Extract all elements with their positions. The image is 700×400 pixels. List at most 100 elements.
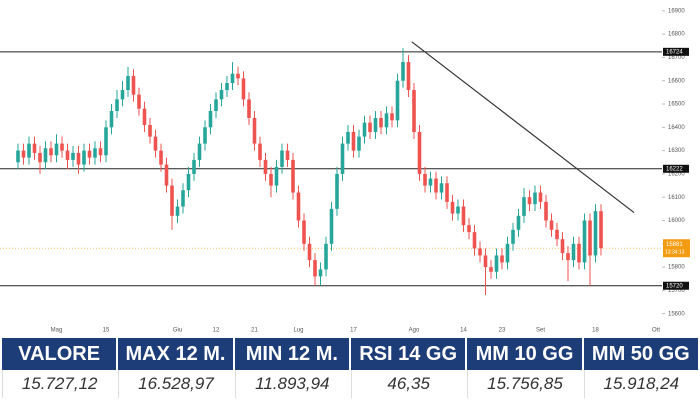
candle-body <box>472 232 477 249</box>
header-row: VALORE MAX 12 M. MIN 12 M. RSI 14 GG MM 10 G… <box>2 338 698 370</box>
candle-body <box>373 117 378 132</box>
candle-body <box>313 260 317 277</box>
candle-body <box>588 220 592 256</box>
y-tick-label: 16500 <box>668 102 685 108</box>
candle-body <box>175 206 180 216</box>
x-tick-label: Ott <box>652 328 660 334</box>
candle-body <box>423 173 427 186</box>
candle-body <box>208 111 213 128</box>
candle-body <box>555 229 559 240</box>
candle-body <box>357 136 361 151</box>
x-tick-label: 12 <box>213 328 220 334</box>
candle-body <box>417 131 422 174</box>
candle-body <box>258 143 262 160</box>
candle-body <box>252 117 257 144</box>
candle-body <box>428 178 433 186</box>
candle-body <box>302 220 306 244</box>
candle-body <box>153 136 158 151</box>
candle-body <box>505 243 510 263</box>
x-tick-label: Set <box>536 328 545 334</box>
candle-body <box>351 131 356 151</box>
y-tick-label: 15700 <box>668 288 685 294</box>
x-tick-label: 21 <box>251 328 258 334</box>
candle-body <box>241 78 246 100</box>
last-price-box <box>663 239 690 258</box>
value-cell: 15.727,12 <box>2 370 116 398</box>
level-label-box <box>663 47 689 56</box>
x-tick-label: 23 <box>499 328 506 334</box>
y-tick-label: 16200 <box>668 171 685 177</box>
candle-body <box>346 131 350 144</box>
candle-body <box>324 243 328 270</box>
candle-body <box>71 152 75 160</box>
y-tick-label: 16000 <box>668 218 685 224</box>
candle-body <box>170 185 174 216</box>
level-label-box <box>663 164 689 173</box>
candle-body <box>406 62 411 91</box>
x-tick-label: Ago <box>409 328 420 334</box>
candle-body <box>390 113 394 121</box>
candle-body <box>516 215 521 230</box>
header-cell: MAX 12 M. <box>118 338 233 370</box>
candle-body <box>148 124 152 137</box>
level-label: 16222 <box>666 166 683 172</box>
x-tick-label: Mag <box>51 328 63 334</box>
candle-body <box>192 159 196 174</box>
candle-body <box>104 127 108 156</box>
candle-body <box>65 150 70 160</box>
value-cell: 46,35 <box>350 370 465 398</box>
header-cell: MIN 12 M. <box>234 338 349 370</box>
candle-body <box>483 255 488 268</box>
candle-body <box>307 243 312 261</box>
candle-body <box>164 164 169 186</box>
header-cell: MM 10 GG <box>467 338 582 370</box>
y-tick-label: 16900 <box>668 8 685 14</box>
candle-body <box>527 197 532 205</box>
x-tick-label: 14 <box>460 328 467 334</box>
y-tick-label: 16400 <box>668 125 685 131</box>
candle-body <box>489 267 493 272</box>
value-cell: 16.528,97 <box>118 370 232 398</box>
candle-body <box>87 150 92 158</box>
candle-body <box>16 150 20 163</box>
candle-body <box>461 206 466 226</box>
candle-body <box>186 173 191 191</box>
candle-body <box>318 269 323 277</box>
candle-body <box>230 73 235 84</box>
y-tick-label: 16300 <box>668 148 685 154</box>
candle-body <box>335 173 339 209</box>
y-tick-label: 16700 <box>668 55 685 61</box>
y-tick-label: 15600 <box>668 311 685 317</box>
last-price-label: 15881 <box>666 242 683 248</box>
candle-body <box>274 166 279 186</box>
candle-body <box>197 143 202 160</box>
y-tick-label: 16600 <box>668 78 685 84</box>
x-tick-label: 15 <box>103 328 110 334</box>
candle-body <box>269 173 273 186</box>
candle-body <box>412 90 416 132</box>
candle-body <box>511 229 515 244</box>
candle-body <box>291 159 295 193</box>
candle-body <box>566 253 570 261</box>
candle-body <box>21 150 26 158</box>
candle-body <box>467 225 471 233</box>
candle-body <box>445 183 449 202</box>
candle-body <box>120 90 125 100</box>
value-row: 15.727,12 16.528,97 11.893,94 46,35 15.756,8… <box>2 370 698 398</box>
candle-body <box>76 152 81 165</box>
candle-body <box>582 220 587 263</box>
candle-body <box>368 122 372 132</box>
header-cell: VALORE <box>2 338 117 370</box>
candle-body <box>115 99 119 112</box>
candle-body <box>450 201 455 214</box>
x-tick-label: 18 <box>592 328 599 334</box>
trend-line <box>411 41 635 214</box>
header-cell: RSI 14 GG <box>350 338 466 370</box>
candle-body <box>82 150 86 165</box>
candle-body <box>49 148 53 156</box>
candle-body <box>478 248 482 256</box>
x-tick-label: 17 <box>350 328 357 334</box>
candle-body <box>263 159 268 174</box>
value-cell: 15.756,85 <box>467 370 581 398</box>
